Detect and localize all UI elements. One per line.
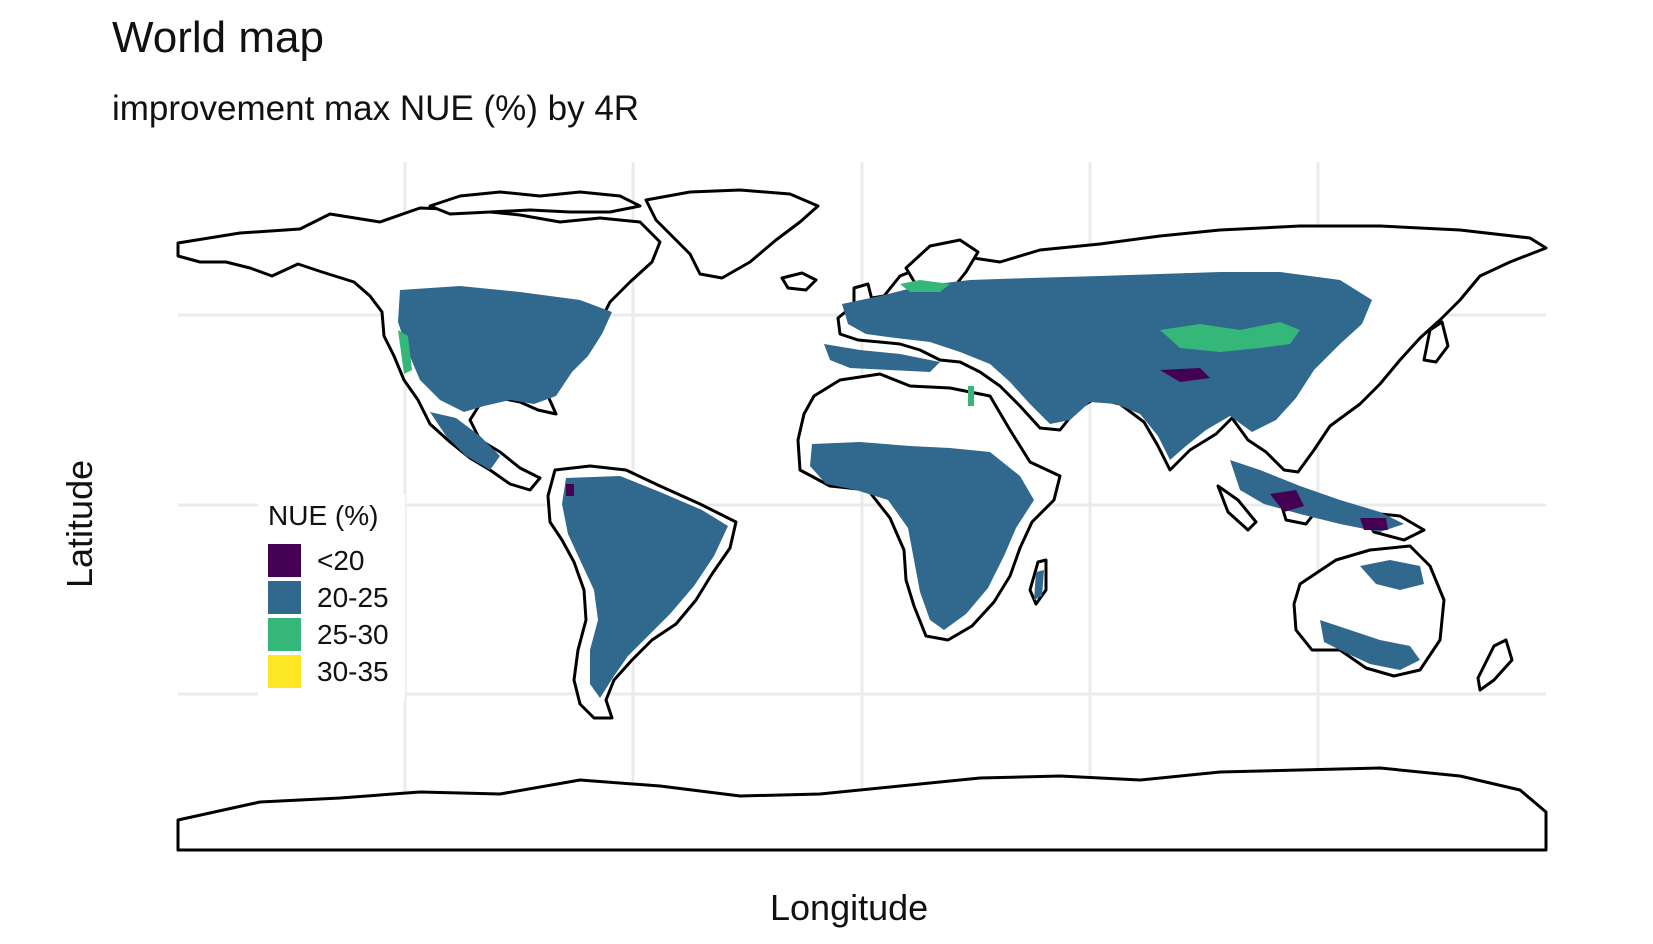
legend: NUE (%) <20 20-25 25-30 30-35 [258, 494, 405, 700]
map-subtitle: improvement max NUE (%) by 4R [112, 89, 640, 128]
legend-label: 30-35 [317, 655, 389, 687]
legend-item: 20-25 [268, 579, 389, 616]
nue-australia [1320, 620, 1420, 670]
greenland-outline [644, 188, 820, 280]
nue-andes-purple [566, 484, 574, 496]
antarctica-outline [176, 766, 1548, 852]
nue-south-america [562, 476, 728, 698]
nue-raster [398, 272, 1424, 698]
legend-item: 25-30 [268, 616, 389, 653]
nue-mediterranean [824, 344, 940, 372]
sumatra-outline [1216, 484, 1258, 532]
nue-rockies-green [398, 330, 412, 374]
y-axis-label: Latitude [59, 459, 100, 588]
x-axis-label: Longitude [770, 887, 929, 928]
legend-label: <20 [317, 544, 365, 576]
legend-swatch [268, 655, 301, 688]
map-title: World map [112, 13, 324, 62]
iceland-outline [780, 271, 818, 292]
nue-borneo-purple [1270, 490, 1304, 512]
legend-label: 25-30 [317, 618, 389, 650]
nue-tibet-purple [1160, 368, 1210, 382]
nue-southeast-asia [1230, 460, 1404, 532]
nue-tibet-green [1160, 322, 1300, 352]
legend-title: NUE (%) [268, 500, 379, 531]
legend-swatch [268, 544, 301, 577]
nue-north-america [398, 286, 612, 412]
nue-madagascar [1034, 570, 1044, 600]
nue-europe-asia [842, 272, 1372, 460]
nue-mexico [430, 412, 500, 470]
new-zealand-outline [1476, 638, 1514, 692]
nue-africa [810, 442, 1034, 630]
legend-swatch [268, 618, 301, 651]
nue-new-guinea-purple [1360, 518, 1388, 530]
legend-label: 20-25 [317, 581, 389, 613]
legend-item: 30-35 [268, 653, 389, 690]
canadian-archipelago-outline [428, 190, 642, 216]
legend-item: <20 [268, 542, 389, 579]
legend-swatch [268, 581, 301, 614]
nue-raster-high [398, 280, 1388, 530]
japan-outline [1422, 320, 1450, 364]
nue-scandinavia-green [900, 280, 950, 292]
nue-australia-north [1360, 560, 1424, 590]
nue-nile-green [968, 386, 974, 406]
